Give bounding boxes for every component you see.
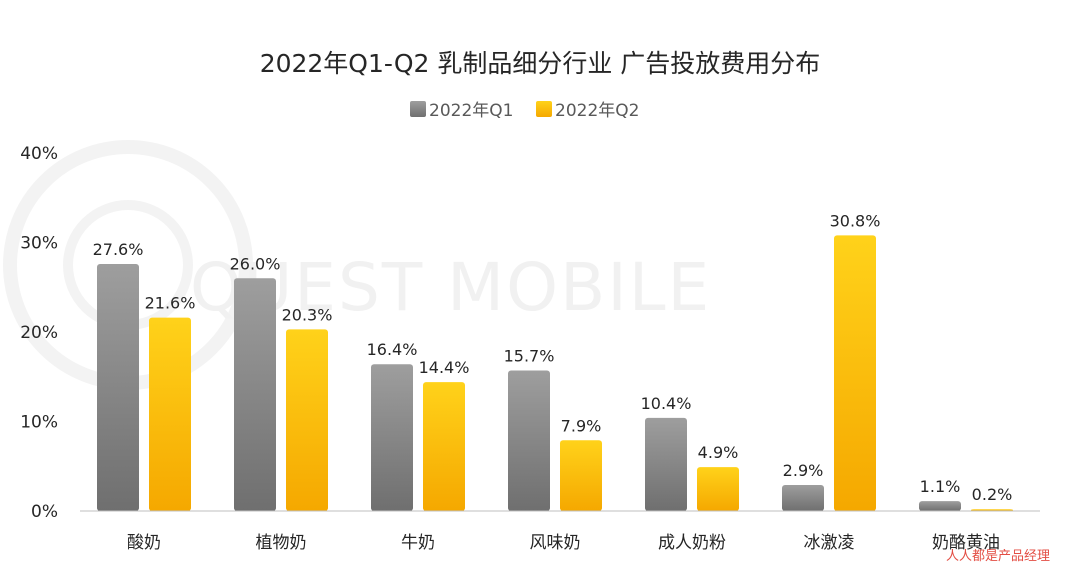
category-label: 风味奶	[530, 533, 581, 553]
bar-q1	[782, 485, 824, 511]
legend-label-q1: 2022年Q1	[429, 101, 513, 121]
category-label: 冰激凌	[804, 533, 855, 553]
bar-q2	[286, 329, 328, 511]
bar-q2	[560, 440, 602, 511]
bar-q1	[645, 417, 687, 511]
legend-label-q2: 2022年Q2	[555, 101, 639, 121]
value-label: 27.6%	[93, 240, 144, 259]
y-tick-label: 10%	[20, 413, 58, 433]
category-label: 成人奶粉	[658, 533, 726, 553]
bar-q1	[371, 364, 413, 511]
legend-swatch-q1	[410, 101, 426, 117]
value-label: 4.9%	[698, 443, 739, 462]
value-label: 21.6%	[145, 294, 196, 313]
value-label: 10.4%	[641, 394, 692, 413]
legend-swatch-q2	[536, 101, 552, 117]
category-label: 酸奶	[127, 533, 161, 553]
y-tick-label: 20%	[20, 323, 58, 343]
value-label: 26.0%	[230, 254, 281, 273]
bar-q2	[697, 467, 739, 511]
chart-title: 2022年Q1-Q2 乳制品细分行业 广告投放费用分布	[260, 49, 821, 78]
y-tick-label: 30%	[20, 234, 58, 254]
bar-q2	[149, 317, 191, 511]
bar-q2	[423, 382, 465, 511]
watermark-text: QUEST MOBILE	[190, 249, 711, 326]
y-axis: 0% 10% 20% 30% 40%	[20, 144, 58, 522]
value-label: 1.1%	[920, 477, 961, 496]
bar-q2	[834, 235, 876, 511]
y-tick-label: 0%	[31, 502, 58, 522]
category-label: 奶酪黄油	[932, 533, 1000, 553]
bar-q1	[234, 278, 276, 511]
value-label: 30.8%	[830, 211, 881, 230]
legend: 2022年Q1 2022年Q2	[410, 101, 639, 121]
value-label: 2.9%	[783, 461, 824, 480]
value-label: 20.3%	[282, 305, 333, 324]
x-axis: 酸奶 植物奶 牛奶 风味奶 成人奶粉 冰激凌 奶酪黄油	[80, 510, 1040, 553]
brand-badge: 人人都是产品经理	[946, 549, 1050, 564]
category-label: 牛奶	[401, 533, 435, 553]
bars: 27.6% 21.6% 26.0% 20.3% 16.4%14.4% 15.7% 7.9% 1…	[93, 211, 1013, 511]
badge-text: 人人都是产品经理	[946, 549, 1050, 564]
bar-q1	[508, 370, 550, 511]
bar-q1	[97, 263, 139, 511]
value-label: 16.4%	[367, 340, 418, 359]
bar-q1	[919, 501, 961, 511]
value-label: 14.4%	[419, 358, 470, 377]
y-tick-label: 40%	[20, 144, 58, 164]
value-label: 15.7%	[504, 346, 555, 365]
category-label: 植物奶	[256, 533, 307, 553]
value-label: 0.2%	[972, 485, 1013, 504]
value-label: 7.9%	[561, 416, 602, 435]
